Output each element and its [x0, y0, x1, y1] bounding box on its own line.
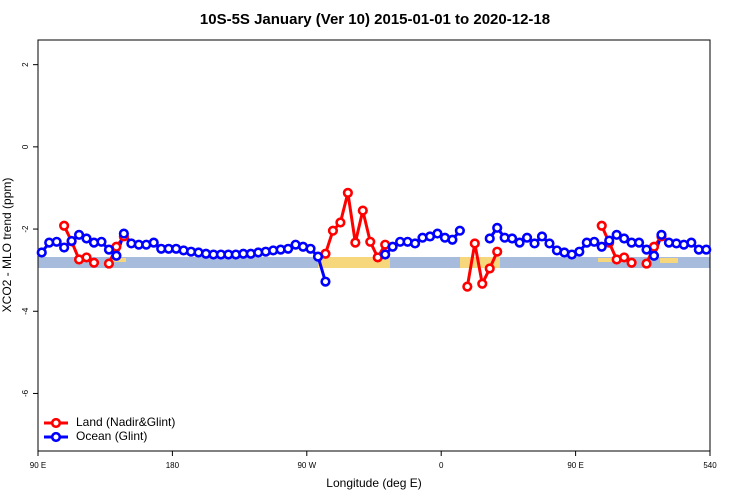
point	[118, 228, 129, 239]
point	[477, 278, 488, 289]
point	[454, 225, 465, 236]
point	[36, 247, 47, 258]
point	[51, 236, 62, 247]
y-tick-label: -4	[21, 307, 30, 315]
point	[96, 236, 107, 247]
point	[111, 250, 122, 261]
point	[59, 242, 70, 253]
point	[619, 252, 630, 263]
point	[148, 237, 159, 248]
x-tick-label: 0	[439, 461, 444, 470]
point	[633, 237, 645, 248]
point	[648, 250, 660, 261]
point	[701, 244, 712, 255]
point	[469, 238, 480, 249]
legend-marker	[50, 431, 62, 443]
point	[596, 220, 607, 231]
point	[81, 233, 92, 244]
point	[626, 257, 637, 268]
point	[611, 229, 622, 240]
point	[686, 237, 697, 248]
point	[529, 238, 540, 249]
y-tick-label: -6	[21, 389, 30, 397]
legend-label: Ocean (Glint)	[76, 429, 147, 443]
land-strip	[460, 257, 500, 268]
point	[81, 252, 92, 263]
point	[507, 233, 518, 244]
y-tick-label: 0	[21, 144, 30, 149]
x-tick-label: 90 W	[297, 461, 316, 470]
x-tick-label: 90 E	[567, 461, 583, 470]
point	[619, 233, 630, 244]
legend-label: Land (Nadir&Glint)	[76, 415, 175, 429]
point	[544, 238, 555, 249]
chart-title: 10S-5S January (Ver 10) 2015-01-01 to 20…	[200, 11, 550, 28]
point	[656, 229, 667, 240]
legend: Land (Nadir&Glint)Ocean (Glint)	[44, 415, 175, 443]
point	[574, 246, 585, 257]
point	[350, 237, 361, 248]
point	[484, 263, 495, 274]
point	[380, 249, 391, 260]
point	[492, 222, 503, 233]
point	[59, 220, 70, 231]
point	[409, 238, 421, 249]
point	[312, 251, 324, 262]
point	[484, 233, 495, 244]
point	[88, 257, 100, 268]
land-strip	[598, 258, 620, 262]
x-axis-label: Longitude (deg E)	[326, 476, 421, 490]
point	[536, 231, 548, 242]
point	[589, 236, 600, 247]
point	[596, 241, 607, 252]
point	[357, 205, 368, 216]
point	[103, 258, 115, 269]
point	[365, 236, 376, 247]
land-strip	[318, 257, 390, 268]
point	[342, 187, 353, 198]
x-tick-label: 90 E	[30, 461, 46, 470]
point	[514, 237, 525, 248]
point	[103, 244, 115, 255]
point	[641, 244, 652, 255]
point	[447, 234, 458, 245]
point	[327, 225, 339, 236]
plot-frame	[37, 39, 711, 452]
point	[387, 241, 398, 252]
point	[641, 258, 652, 269]
legend-marker	[50, 417, 62, 429]
point	[604, 235, 615, 246]
x-tick-label: 540	[703, 461, 717, 470]
x-tick-label: 180	[166, 461, 180, 470]
point	[462, 281, 473, 292]
y-tick-label: -2	[21, 225, 30, 233]
point	[73, 229, 85, 240]
point	[66, 235, 77, 247]
y-tick-label: 2	[21, 62, 30, 67]
point	[335, 217, 346, 228]
point	[521, 232, 533, 243]
y-axis-label: XCO2 - MLO trend (ppm)	[0, 178, 14, 313]
point	[432, 228, 443, 239]
point	[492, 246, 503, 257]
land-strip	[660, 258, 678, 263]
point	[283, 243, 294, 254]
point	[305, 243, 316, 254]
point	[320, 276, 331, 287]
